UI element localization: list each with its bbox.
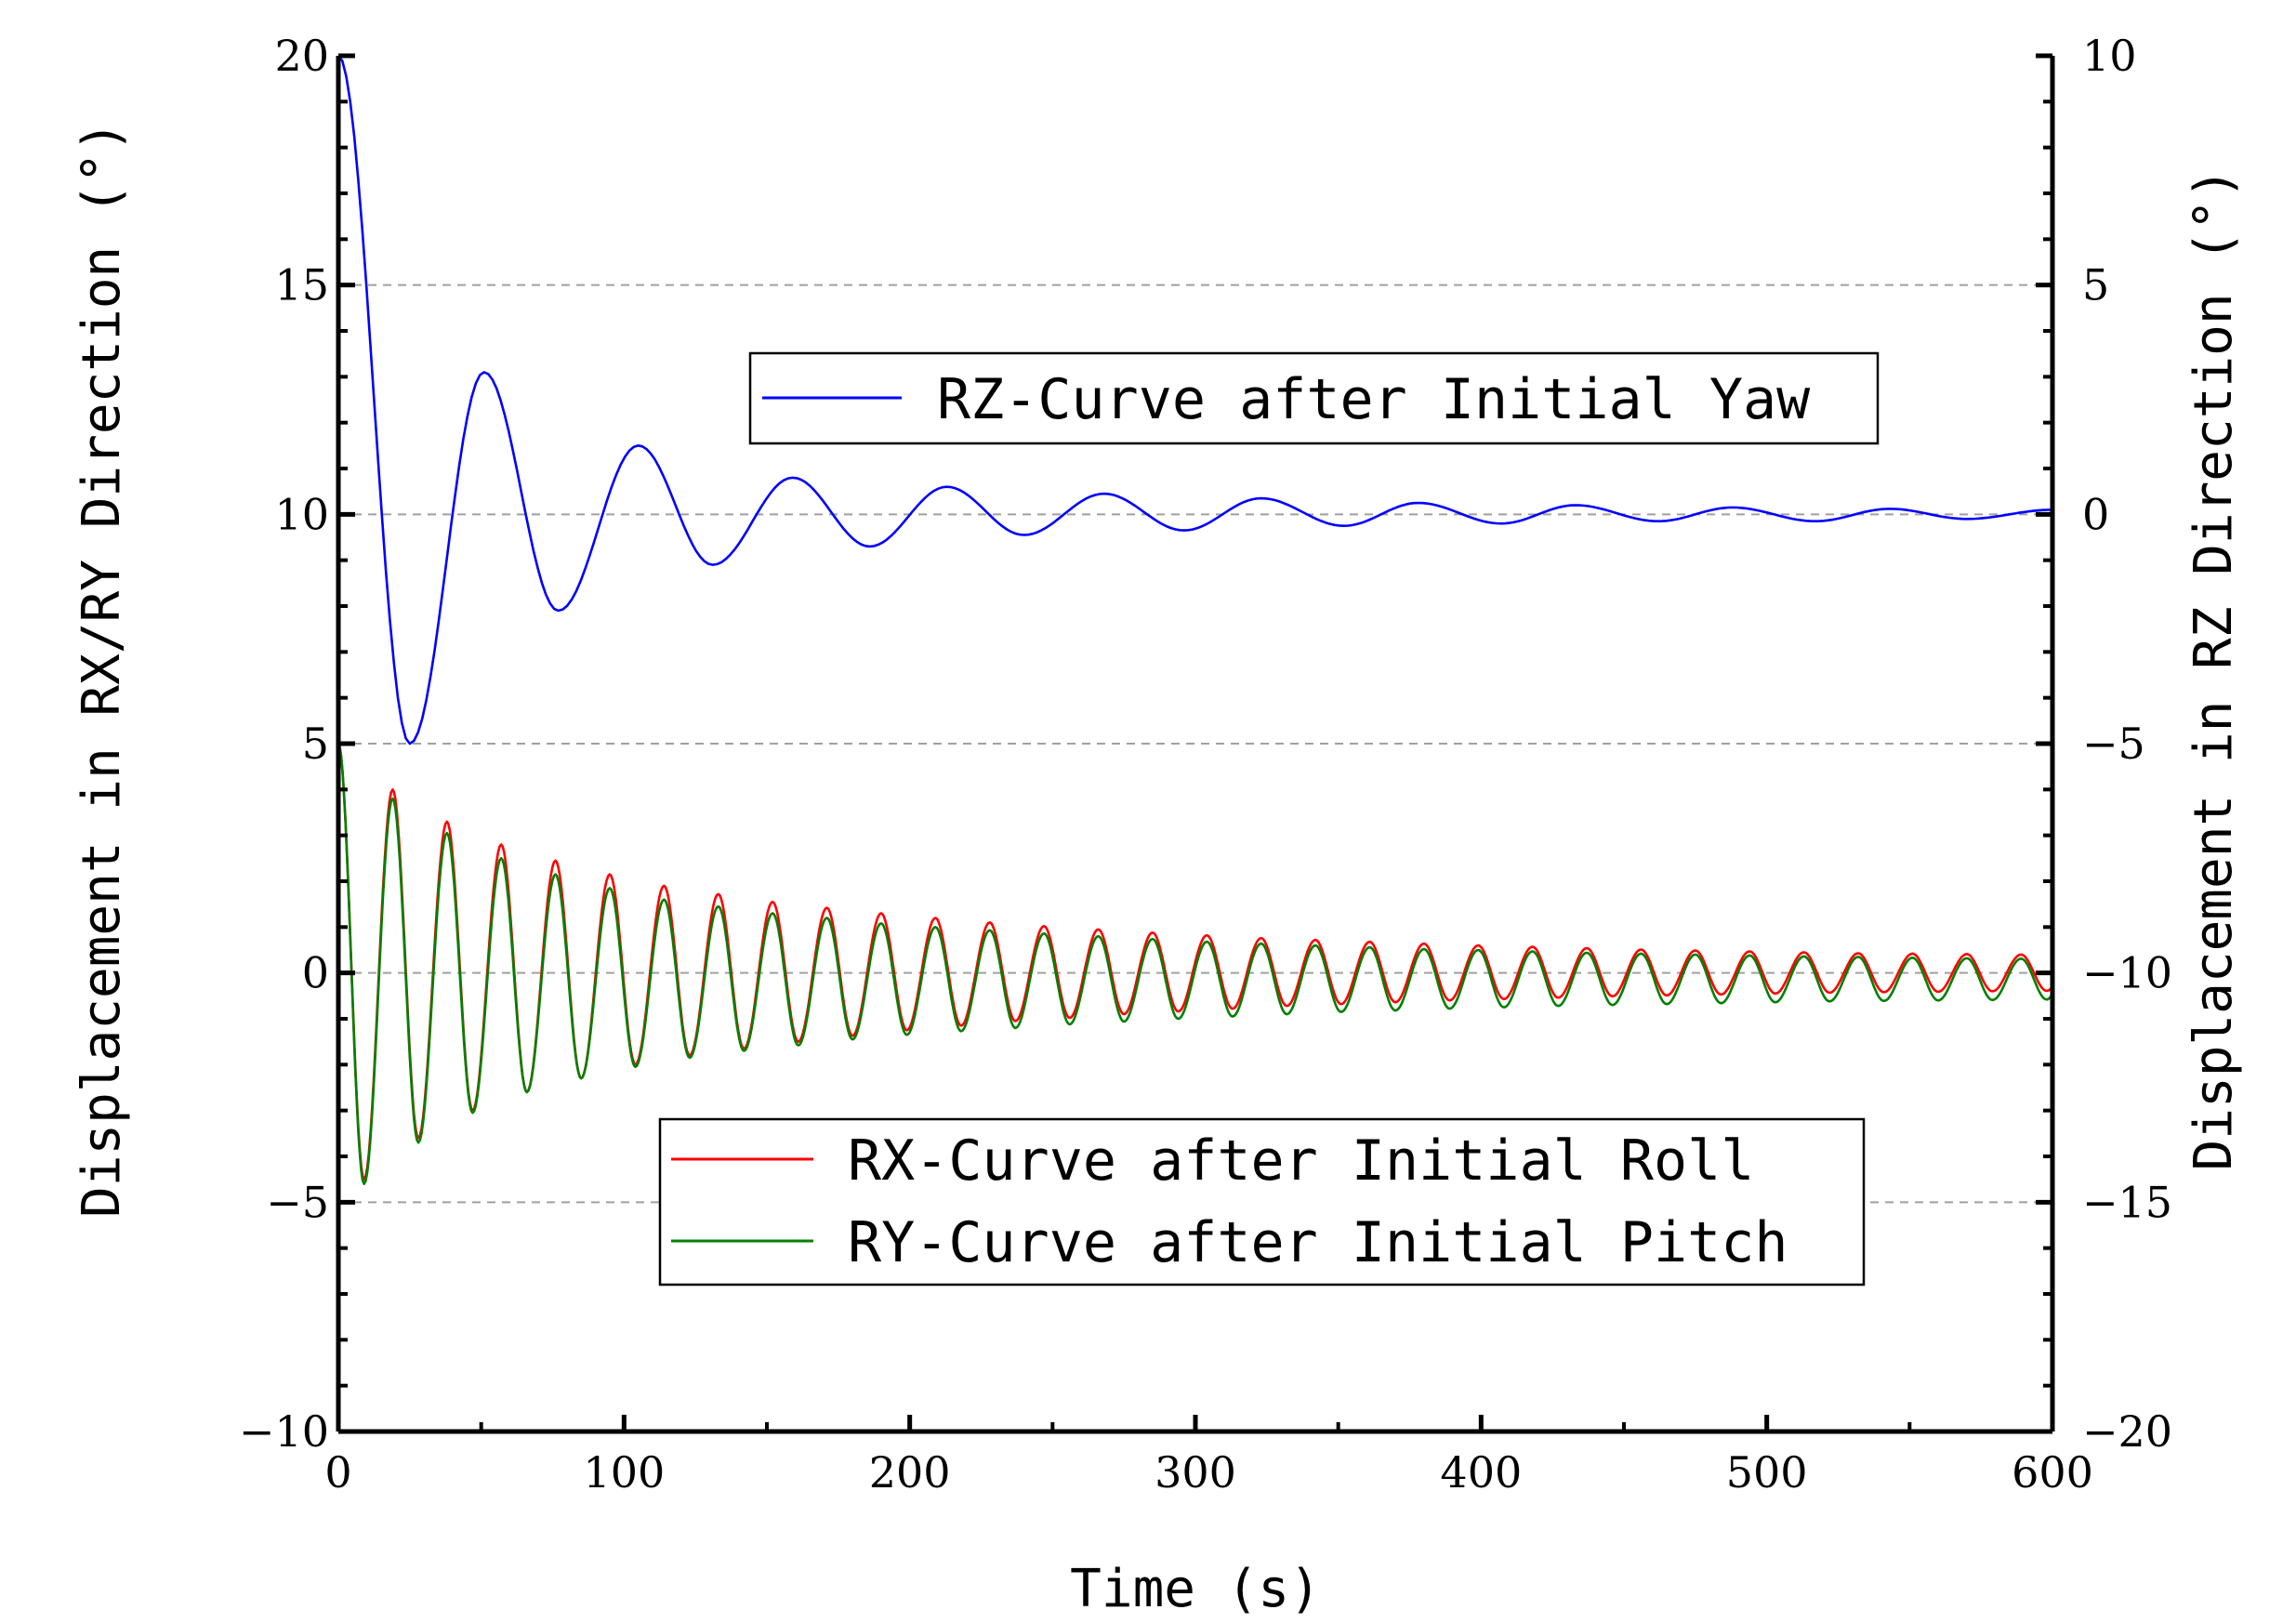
legend-rz-label: RZ-Curve after Initial Yaw <box>937 367 1811 432</box>
x-tick-label: 500 <box>1726 1447 1808 1498</box>
right-y-axis-title: Displacement in RZ Direction (°) <box>2184 168 2244 1171</box>
tick-marks <box>336 53 2055 1434</box>
left-y-tick-label: 5 <box>302 719 329 769</box>
x-tick-label: 0 <box>324 1447 351 1498</box>
legend-rxry-frame <box>658 1117 1866 1287</box>
left-y-tick-label: 0 <box>302 948 329 998</box>
series-layer <box>336 55 2054 1185</box>
right-y-tick-label: −5 <box>2082 719 2145 769</box>
legend-rz: RZ-Curve after Initial Yaw <box>748 351 1880 445</box>
left-y-tick-label: 20 <box>274 31 329 81</box>
x-tick-label: 300 <box>1155 1447 1236 1498</box>
x-tick-label: 200 <box>869 1447 951 1498</box>
right-y-tick-label: −20 <box>2082 1406 2172 1457</box>
series-line-rx <box>336 743 2054 1181</box>
series-line-rz <box>336 55 2053 746</box>
legend-rx-label: RX-Curve after Initial Roll <box>848 1128 1754 1194</box>
x-axis-title: Time (s) <box>1070 1559 1321 1619</box>
x-tick-label: 100 <box>583 1447 665 1498</box>
left-y-tick-label: −10 <box>239 1406 329 1457</box>
x-tick-label: 400 <box>1440 1447 1522 1498</box>
right-y-tick-label: −15 <box>2082 1177 2172 1227</box>
left-y-tick-label: 10 <box>274 489 329 539</box>
left-y-tick-label: −5 <box>266 1177 329 1227</box>
series-line-ry <box>336 743 2054 1185</box>
legend-rz-frame <box>748 351 1880 445</box>
right-y-tick-label: 10 <box>2082 31 2137 81</box>
legend-ry-label: RY-Curve after Initial Pitch <box>848 1210 1788 1275</box>
left-y-axis-title: Displacement in RX/RY Direction (°) <box>72 121 132 1218</box>
right-y-tick-label: −10 <box>2082 948 2172 998</box>
x-tick-label: 600 <box>2012 1447 2093 1498</box>
right-y-tick-label: 0 <box>2082 489 2109 539</box>
left-y-tick-label: 15 <box>274 260 329 310</box>
legend-rx-ry: RX-Curve after Initial Roll RY-Curve aft… <box>658 1117 1866 1287</box>
right-y-tick-label: 5 <box>2082 260 2109 310</box>
